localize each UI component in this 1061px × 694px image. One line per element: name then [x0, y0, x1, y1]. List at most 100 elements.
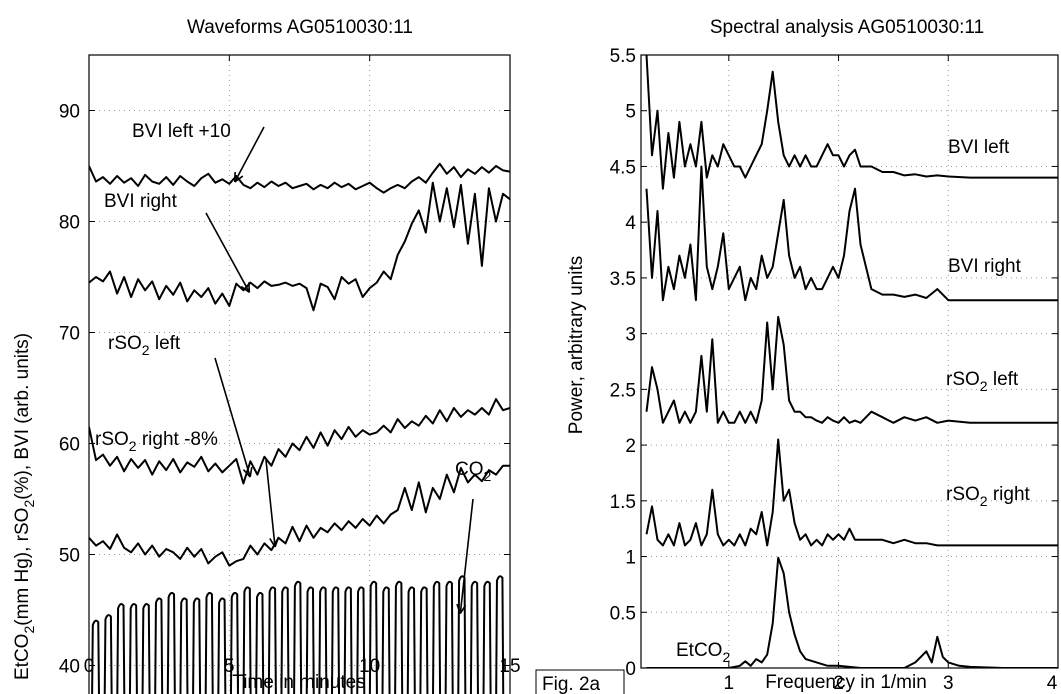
- etco2-breath: [255, 591, 265, 694]
- label-bvi-right: BVI right: [104, 191, 178, 212]
- spectrum-rso2_left: [645, 315, 1058, 424]
- waveforms-xtick-label: 15: [499, 656, 520, 677]
- spectral-chart: Spectral analysis AG0510030:11 0 0.5 1 1.5 2…: [566, 17, 1059, 694]
- waveforms-xtick-label: 5: [224, 656, 235, 677]
- spectral-ylabel: Power, arbitrary units: [566, 256, 587, 434]
- spectral-series-labels: BVI left BVI right rSO2 left rSO2 right EtCO…: [676, 137, 1031, 665]
- waveforms-ytick-label: 70: [59, 324, 80, 345]
- spectral-ytick-label: 4.5: [610, 157, 636, 178]
- waveforms-frame: [88, 54, 511, 694]
- waveforms-xlabel: Time in minutes: [232, 672, 365, 693]
- waveforms-ylabel-text: EtCO2(mm Hg), rSO2(%), BVI (arb. units): [12, 333, 37, 680]
- waveforms-title: Waveforms AG0510030:11: [187, 17, 413, 38]
- waveforms-annotations: BVI left +10 BVI right rSO2 left rSO2 right…: [95, 121, 492, 614]
- spectral-label-rso2-left: rSO2 left: [946, 369, 1019, 394]
- label-bvi-left: BVI left +10: [132, 121, 231, 142]
- etco2-breath: [154, 597, 164, 694]
- spectral-title: Spectral analysis AG0510030:11: [710, 17, 984, 38]
- etco2-breath: [229, 591, 239, 694]
- spectral-ytick-label: 0.5: [610, 603, 636, 624]
- waveforms-xtick-label: 10: [359, 656, 380, 677]
- waveforms-ytick-label: 60: [59, 435, 80, 456]
- etco2-breath: [444, 580, 454, 694]
- etco2-breath: [305, 586, 315, 694]
- etco2-breath: [116, 603, 126, 694]
- waveforms-ytick-label: 90: [59, 102, 80, 123]
- spectral-frame: [640, 54, 1059, 669]
- spectral-label-rso2-right: rSO2 right: [946, 484, 1031, 509]
- waveforms-chart: Waveforms AG0510030:11 40 50 60 70 80 90 0 5 10 1…: [12, 17, 521, 694]
- spectral-ytick-label: 1: [625, 548, 636, 569]
- waveforms-ytick-label: 50: [59, 546, 80, 567]
- etco2-breath: [495, 575, 505, 694]
- spectral-xlabel: Frequency in 1/min: [765, 672, 927, 693]
- etco2-breath: [432, 580, 442, 694]
- figure-label-box: [535, 669, 625, 694]
- spectral-label-bvi-right: BVI right: [948, 256, 1022, 277]
- spectral-ytick-label: 2: [625, 436, 636, 457]
- figure-label: Fig. 2a: [535, 669, 625, 694]
- spectral-xtick-label: 2: [833, 673, 844, 694]
- label-rso2-left: rSO2 left: [108, 333, 181, 358]
- etco2-breath: [242, 586, 252, 694]
- etco2-breath: [469, 580, 479, 694]
- spectrum-etco2: [646, 556, 1058, 668]
- etco2-breath: [293, 580, 303, 694]
- arrow-co2: [456, 498, 474, 614]
- spectral-ytick-label: 3: [625, 325, 636, 346]
- etco2-breath: [267, 586, 277, 694]
- spectral-xtick-label: 3: [943, 673, 954, 694]
- etco2-breath: [318, 586, 328, 694]
- arrow-bvi-left: [233, 126, 265, 183]
- etco2-breath: [381, 586, 391, 694]
- etco2-breath: [482, 580, 492, 694]
- spectral-ytick-label: 2.5: [610, 380, 636, 401]
- spectral-label-etco2: EtCO2: [676, 640, 730, 665]
- etco2-breath: [91, 619, 100, 694]
- waveform-bvi_right: [89, 181, 510, 312]
- waveform-rso2_right: [89, 464, 510, 567]
- spectral-label-bvi-left: BVI left: [948, 137, 1010, 158]
- spectral-xtick-label: 1: [724, 673, 735, 694]
- etco2-breath: [141, 603, 151, 694]
- waveforms-ylabel: EtCO2(mm Hg), rSO2(%), BVI (arb. units): [12, 333, 37, 680]
- spectral-ytick-label: 1.5: [610, 492, 636, 513]
- etco2-breath: [280, 586, 290, 694]
- waveforms-traces: [89, 162, 510, 694]
- etco2-breath: [394, 580, 404, 694]
- spectral-ytick-label: 5: [625, 102, 636, 123]
- arrow-rso2-right: [265, 459, 280, 548]
- spectral-ytick-label: 4: [625, 213, 636, 234]
- spectrum-rso2_right: [645, 438, 1058, 547]
- etco2-breath: [192, 597, 202, 694]
- etco2-breath: [179, 597, 189, 694]
- etco2-breath: [343, 586, 353, 694]
- spectrum-bvi_right: [645, 165, 1058, 302]
- etco2-breath: [419, 586, 429, 694]
- etco2-breath: [356, 586, 366, 694]
- label-co2: CO2: [455, 459, 492, 484]
- etco2-breath: [217, 597, 227, 694]
- arrow-bvi-right: [205, 212, 251, 293]
- etco2-breath: [103, 614, 113, 694]
- etco2-breath: [204, 591, 214, 694]
- etco2-breath: [166, 591, 176, 694]
- spectral-ytick-label: 3.5: [610, 269, 636, 290]
- arrow-rso2-left: [214, 357, 253, 478]
- figure-label-text: Fig. 2a: [542, 674, 601, 694]
- spectral-traces: [645, 55, 1058, 668]
- spectral-xtick-label: 4: [1047, 673, 1058, 694]
- waveform-rso2_left: [89, 398, 510, 485]
- waveforms-ytick-label: 40: [59, 657, 80, 678]
- etco2-breath: [128, 603, 138, 694]
- etco2-breath: [368, 580, 378, 694]
- spectral-ticks: 0 0.5 1 1.5 2 2.5 3 3.5 4 4.5 5 5.5 1 2 3 4: [610, 46, 1059, 694]
- waveforms-xtick-label: 0: [84, 656, 95, 677]
- waveform-etco2: [91, 575, 505, 694]
- waveforms-ticks: 40 50 60 70 80 90 0 5 10 15: [59, 54, 521, 694]
- spectral-ytick-label: 0: [625, 659, 636, 680]
- waveforms-ytick-label: 80: [59, 213, 80, 234]
- spectral-ytick-label: 5.5: [610, 46, 636, 67]
- etco2-breath: [330, 586, 341, 694]
